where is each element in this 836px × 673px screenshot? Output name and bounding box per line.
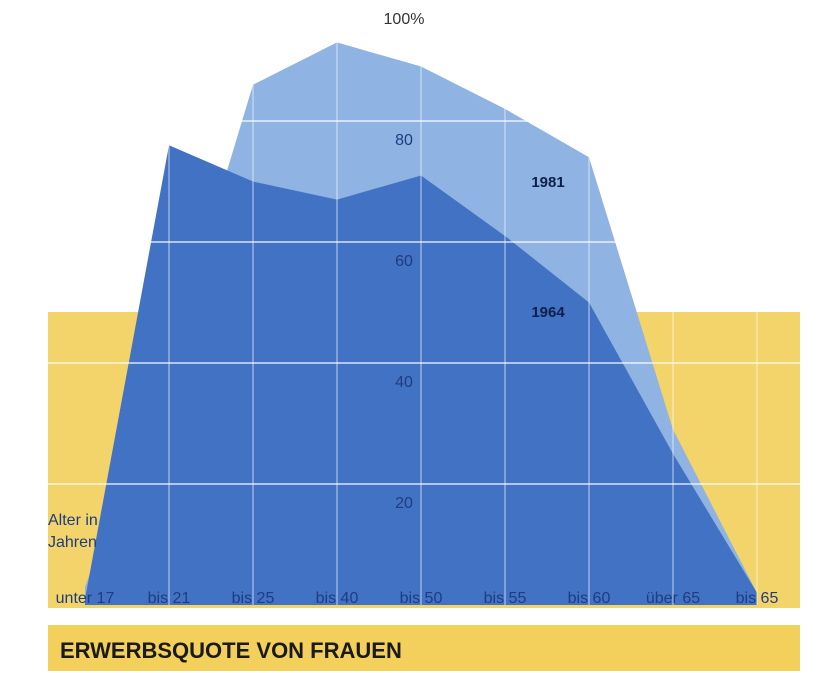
x-axis-label-box: Alter in Jahren: [48, 512, 98, 551]
y-tick-label: 80: [395, 132, 413, 149]
x-axis-label: Alter in Jahren: [48, 512, 98, 551]
legend-label: 1981: [531, 174, 564, 191]
y-tick-label: 20: [395, 495, 413, 512]
x-tick-label: bis 50: [400, 590, 443, 607]
x-tick-label: bis 40: [316, 590, 359, 607]
x-tick-label: unter 17: [56, 590, 115, 607]
x-tick-label: bis 60: [568, 590, 611, 607]
plot: [85, 42, 757, 606]
chart-title: ERWERBSQUOTE VON FRAUEN: [60, 638, 402, 663]
x-tick-label: über 65: [646, 590, 700, 607]
y-tick-label: 100%: [384, 11, 425, 28]
legend-label: 1964: [531, 304, 565, 321]
x-tick-label: bis 65: [736, 590, 779, 607]
title-bar: [48, 625, 800, 671]
x-tick-label: bis 55: [484, 590, 527, 607]
area: [85, 145, 757, 605]
y-tick-label: 40: [395, 374, 413, 391]
x-tick-label: bis 21: [148, 590, 191, 607]
x-tick-label: bis 25: [232, 590, 275, 607]
y-tick-label: 60: [395, 253, 413, 270]
